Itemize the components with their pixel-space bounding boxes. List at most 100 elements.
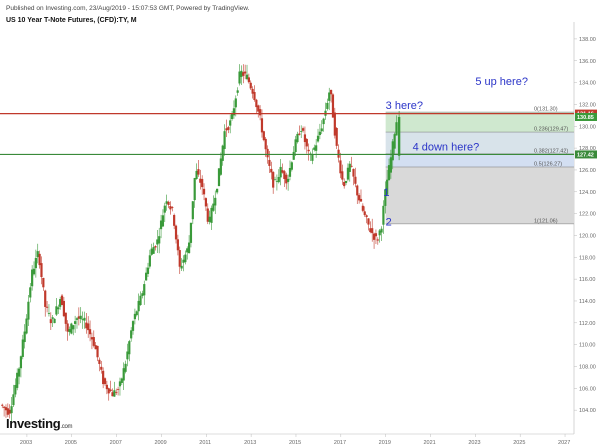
candle-body: [1, 404, 4, 406]
candle-body: [240, 70, 243, 77]
candle-body: [74, 321, 77, 324]
candle-body: [333, 112, 336, 136]
candle-body: [62, 300, 66, 317]
x-tick-label: 2017: [334, 440, 346, 446]
y-tick-label: 110.00: [579, 343, 595, 349]
y-tick-label: 124.00: [579, 190, 596, 196]
candle-body: [199, 178, 202, 183]
candle-body: [124, 363, 127, 372]
candle-body: [87, 323, 90, 331]
x-tick-label: 2019: [379, 440, 391, 446]
candle-body: [19, 356, 23, 369]
candle-body: [391, 141, 394, 161]
candle-body: [363, 211, 366, 215]
candle-body: [270, 168, 273, 173]
candle-body: [225, 128, 228, 131]
candle-body: [152, 247, 155, 254]
candle-body: [268, 159, 271, 166]
candle-body: [242, 72, 245, 76]
candle-body: [300, 130, 303, 132]
candle-body: [16, 372, 19, 388]
candle-body: [8, 409, 11, 414]
candle-body: [272, 172, 275, 188]
candle-body: [109, 389, 112, 392]
candle-body: [116, 388, 120, 390]
candle-body: [287, 178, 290, 182]
chart-annotation: 2: [386, 217, 392, 229]
candle-body: [262, 131, 265, 141]
candle-body: [139, 295, 142, 305]
x-tick-label: 2021: [424, 440, 436, 446]
candle-body: [60, 295, 64, 306]
fib-level-label: 1(121.06): [534, 218, 558, 224]
candle-body: [29, 287, 32, 298]
candle-body: [301, 128, 305, 131]
candle-body: [10, 406, 13, 414]
candle-body: [145, 272, 148, 281]
candle-body: [255, 99, 258, 108]
x-tick-label: 2015: [289, 440, 301, 446]
candle-body: [81, 319, 84, 321]
candle-body: [247, 77, 250, 83]
candle-body: [283, 171, 286, 179]
candle-body: [45, 306, 49, 308]
candle-body: [40, 263, 43, 278]
candle-body: [83, 317, 86, 321]
fib-band: [385, 112, 574, 133]
candle-body: [227, 127, 230, 130]
candle-body: [223, 131, 226, 149]
x-tick-label: 2013: [244, 440, 256, 446]
candle-body: [315, 145, 318, 151]
chart-annotation: 3 here?: [386, 100, 423, 112]
candle-body: [389, 157, 392, 173]
candle-body: [348, 163, 351, 172]
candle-body: [130, 330, 133, 339]
candle-body: [260, 118, 264, 133]
candle-body: [296, 133, 299, 143]
candle-body: [143, 284, 146, 296]
candle-body: [51, 317, 54, 319]
candle-body: [372, 233, 376, 240]
candle-body: [285, 174, 288, 184]
candle-body: [186, 248, 189, 253]
candle-body: [335, 127, 338, 146]
candle-body: [70, 323, 73, 334]
price-badge: [575, 150, 597, 159]
candle-body: [77, 316, 80, 319]
candle-body: [167, 201, 170, 205]
candle-body: [94, 345, 97, 350]
candle-body: [365, 215, 368, 218]
y-tick-label: 134.00: [579, 81, 596, 87]
candle-body: [141, 293, 144, 296]
candle-body: [343, 181, 346, 187]
candle-body: [367, 218, 370, 225]
fib-band: [385, 132, 574, 154]
candle-body: [92, 337, 95, 346]
candle-body: [115, 391, 118, 393]
candle-body: [47, 312, 51, 314]
candle-body: [294, 139, 297, 153]
candle-body: [137, 300, 140, 312]
candle-body: [122, 368, 125, 381]
candle-body: [380, 228, 383, 233]
candle-body: [85, 322, 88, 329]
candle-body: [100, 366, 103, 370]
candle-body: [229, 120, 232, 126]
candle-body: [201, 178, 204, 188]
candle-body: [281, 170, 284, 173]
candle-body: [232, 108, 236, 116]
candle-body: [103, 378, 107, 385]
candle-body: [251, 88, 254, 94]
candle-body: [163, 205, 166, 213]
candle-body: [118, 381, 122, 387]
candle-body: [318, 131, 321, 136]
y-tick-label: 114.00: [579, 299, 595, 305]
candle-body: [339, 160, 342, 174]
candle-body: [217, 168, 221, 187]
candle-body: [292, 151, 295, 160]
candle-body: [44, 290, 47, 307]
candle-body: [352, 168, 355, 177]
y-tick-label: 122.00: [579, 212, 596, 218]
candle-body: [128, 341, 131, 355]
